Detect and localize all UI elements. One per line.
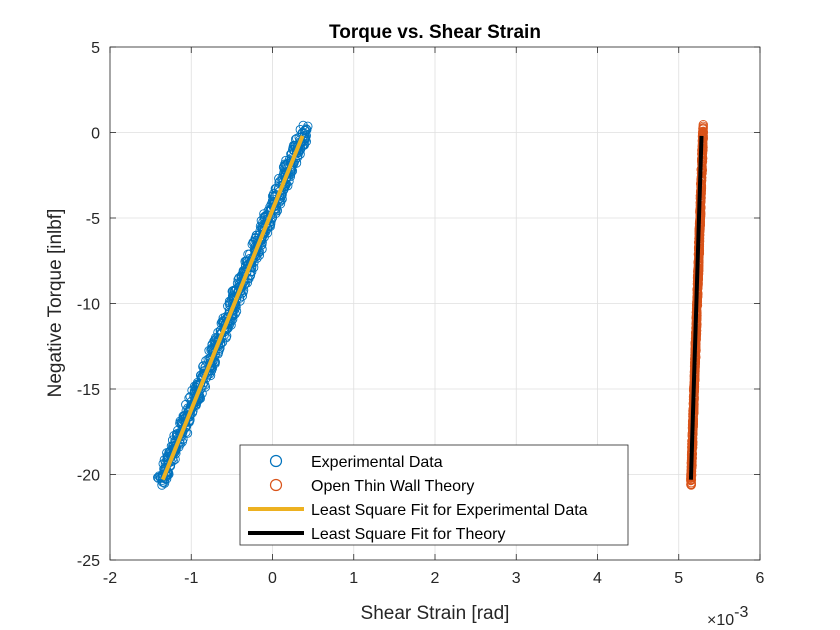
data-point <box>698 123 708 133</box>
legend-label: Experimental Data <box>311 454 443 471</box>
x-tick-label: 4 <box>593 570 602 587</box>
x-tick-label: -2 <box>103 570 117 587</box>
chart-title: Torque vs. Shear Strain <box>329 22 541 43</box>
x-tick-label: 3 <box>512 570 521 587</box>
legend-items: Experimental Data Open Thin Wall Theory Le… <box>248 454 588 543</box>
x-tick-label: 1 <box>349 570 358 587</box>
legend-entry: Open Thin Wall Theory <box>269 478 474 495</box>
x-tick-label: 0 <box>268 570 277 587</box>
y-tick-label: -20 <box>77 468 100 485</box>
y-tick-label: -5 <box>86 211 100 228</box>
x-tick-label: 2 <box>431 570 440 587</box>
legend-label: Least Square Fit for Theory <box>311 526 505 543</box>
data-point <box>301 124 311 134</box>
fit-line <box>160 135 305 481</box>
series-line-3 <box>688 135 704 480</box>
x-axis-exponent: ×10-3 <box>707 604 748 629</box>
fit-line <box>688 135 704 480</box>
x-tick-label: 5 <box>674 570 683 587</box>
y-tick-label: -10 <box>77 297 100 314</box>
legend-box <box>239 444 629 546</box>
series-layer <box>153 120 708 490</box>
y-tick-label: 0 <box>91 126 100 143</box>
data-point <box>303 121 313 131</box>
y-tick-label: 5 <box>91 40 100 57</box>
series-line-2 <box>160 135 305 481</box>
data-point <box>298 120 308 131</box>
x-axis-exponent-base: ×10 <box>707 612 734 629</box>
y-axis-label: Negative Torque [inlbf] <box>45 209 66 398</box>
legend-marker <box>269 478 283 492</box>
y-tick-label: -25 <box>77 553 100 570</box>
legend-marker <box>269 454 283 468</box>
legend-entry: Least Square Fit for Theory <box>248 526 505 543</box>
x-tick-label: -1 <box>184 570 198 587</box>
x-axis-exponent-power: -3 <box>734 604 748 621</box>
legend-label: Open Thin Wall Theory <box>311 478 474 495</box>
legend: Experimental Data Open Thin Wall Theory Le… <box>239 444 629 546</box>
axis-ticks: -2 -1 0 1 2 3 4 5 6-25-20-15-10-505 <box>77 40 765 587</box>
y-tick-label: -15 <box>77 382 100 399</box>
legend-label: Least Square Fit for Experimental Data <box>311 502 588 519</box>
legend-entry: Experimental Data <box>269 454 443 471</box>
x-axis-label: Shear Strain [rad] <box>361 603 510 624</box>
legend-entry: Least Square Fit for Experimental Data <box>248 502 588 519</box>
x-tick-label: 6 <box>756 570 765 587</box>
data-point <box>698 120 708 130</box>
